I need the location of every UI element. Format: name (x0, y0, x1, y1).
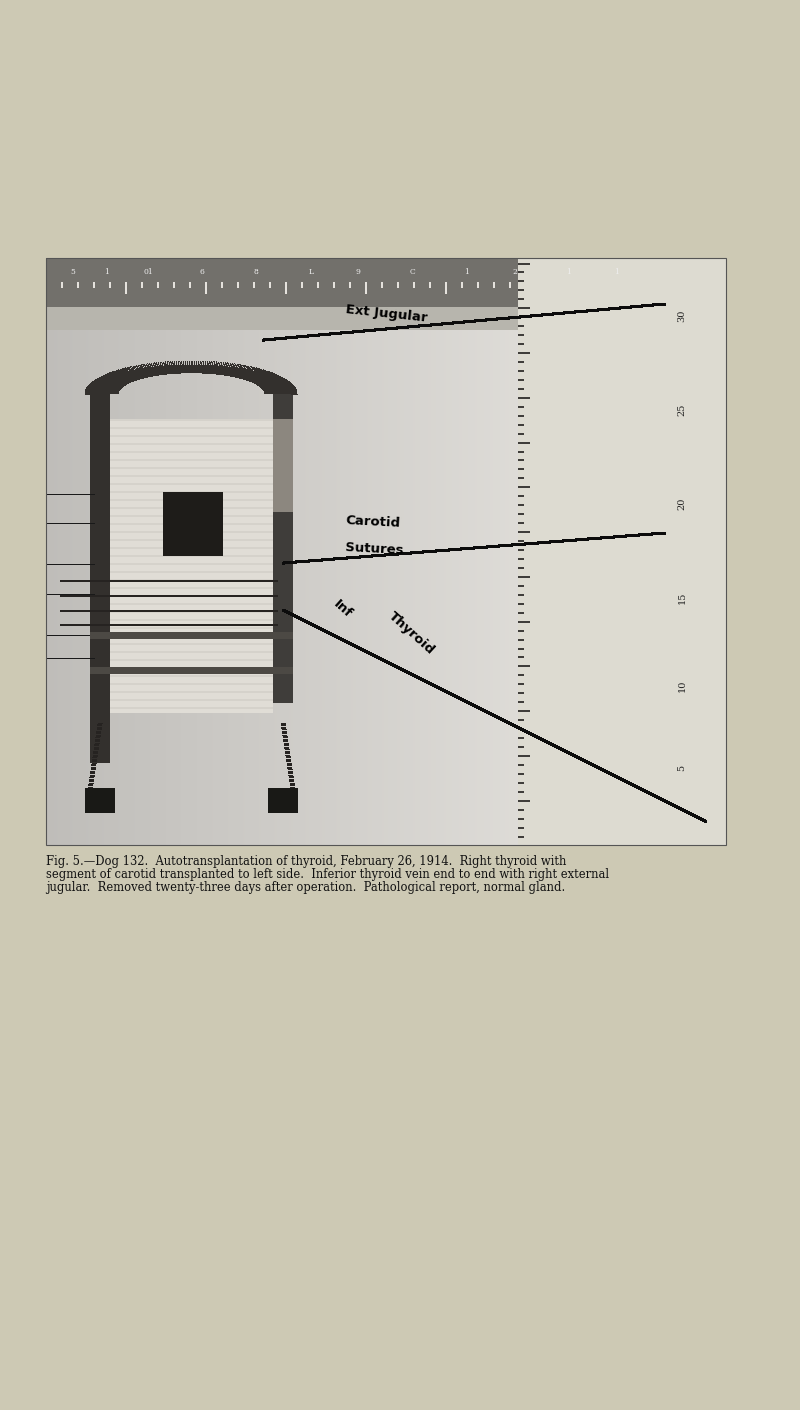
Text: 8: 8 (254, 268, 258, 276)
Text: 5: 5 (678, 766, 686, 771)
Text: Inf: Inf (331, 598, 354, 620)
Text: 1: 1 (105, 268, 110, 276)
Text: 15: 15 (678, 592, 686, 605)
Text: 2: 2 (513, 268, 518, 276)
Text: jugular.  Removed twenty-three days after operation.  Pathological report, norma: jugular. Removed twenty-three days after… (46, 881, 566, 894)
Text: 20: 20 (678, 498, 686, 510)
Text: Ext Jugular: Ext Jugular (345, 303, 428, 324)
Text: C: C (410, 268, 416, 276)
Text: 30: 30 (678, 310, 686, 323)
Bar (46, 258, 726, 845)
Text: Fig. 5.—Dog 132.  Autotransplantation of thyroid, February 26, 1914.  Right thyr: Fig. 5.—Dog 132. Autotransplantation of … (46, 854, 566, 869)
Text: 1: 1 (465, 268, 470, 276)
Text: 01: 01 (143, 268, 153, 276)
Text: 1: 1 (614, 268, 619, 276)
Text: Sutures: Sutures (345, 541, 404, 557)
Text: Thyroid: Thyroid (386, 609, 437, 657)
Text: L: L (309, 268, 314, 276)
Text: 10: 10 (678, 680, 686, 692)
Text: 5: 5 (70, 268, 75, 276)
Text: 9: 9 (355, 268, 361, 276)
Text: 25: 25 (678, 403, 686, 416)
Text: 1: 1 (566, 268, 571, 276)
Text: 6: 6 (199, 268, 205, 276)
Text: segment of carotid transplanted to left side.  Inferior thyroid vein end to end : segment of carotid transplanted to left … (46, 869, 609, 881)
Text: Carotid: Carotid (345, 515, 401, 530)
